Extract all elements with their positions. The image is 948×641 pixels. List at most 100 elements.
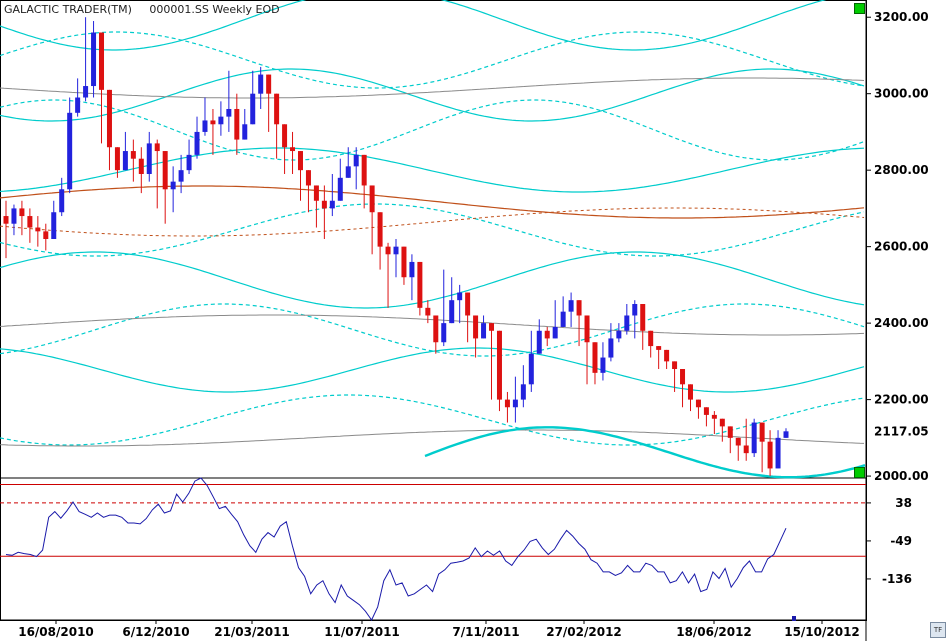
candle-body — [83, 86, 89, 98]
osc-tick-label: 38 — [895, 496, 912, 510]
candle-body — [59, 189, 65, 213]
candle-body — [385, 246, 391, 255]
candle-body — [19, 208, 25, 217]
candle-body — [568, 300, 574, 312]
time-tick-label: 15/10/2012 — [784, 625, 860, 639]
candle-body — [130, 151, 136, 159]
gray-cycle-line — [0, 77, 865, 99]
candle-body — [345, 166, 351, 178]
candle-body — [576, 300, 582, 316]
candle-body — [35, 227, 41, 232]
price-tick-label: 2000.00 — [874, 469, 929, 483]
candle-body — [727, 426, 733, 438]
candle-body — [504, 399, 510, 408]
candle-body — [401, 246, 407, 278]
last-price-label: 2117.05 — [874, 424, 929, 438]
cycle-line — [0, 394, 865, 446]
cycle-line — [0, 31, 865, 89]
candle-body — [393, 246, 399, 255]
candle-body — [409, 261, 415, 278]
candle-body — [711, 414, 717, 419]
time-tick-label: 18/06/2012 — [676, 625, 752, 639]
scale-handle-bottom[interactable] — [854, 467, 865, 478]
candle-body — [43, 231, 49, 239]
price-tick-label: 3200.00 — [874, 10, 929, 24]
price-tick-label: 2600.00 — [874, 240, 929, 254]
candle-body — [680, 369, 686, 385]
candle-body — [584, 315, 590, 343]
candle-body — [783, 431, 789, 438]
candle-body — [457, 292, 463, 301]
candle-body — [481, 323, 487, 339]
candle-body — [536, 330, 542, 354]
cycle-line — [0, 99, 865, 161]
cycle-line — [0, 303, 865, 357]
candle-body — [664, 349, 670, 362]
candle-body — [449, 300, 455, 324]
candle-body — [759, 422, 765, 442]
symbol-info: 000001.SS Weekly EOD — [149, 3, 280, 16]
candle-body — [687, 384, 693, 400]
candle-body — [520, 384, 526, 400]
candle-body — [51, 212, 57, 239]
candle-body — [473, 315, 479, 339]
cycle-line — [0, 347, 865, 393]
candle-body — [441, 323, 447, 343]
candle-body — [337, 177, 343, 201]
candle-body — [226, 108, 232, 117]
cycle-line-bold — [424, 426, 866, 479]
candle-body — [608, 338, 614, 358]
candle-body — [552, 326, 558, 339]
price-tick-label: 2800.00 — [874, 163, 929, 177]
plot-frame — [0, 0, 867, 621]
candle-body — [616, 330, 622, 339]
candle-body — [544, 330, 550, 339]
candle-body — [154, 143, 160, 152]
candle-body — [91, 32, 97, 87]
candle-body — [218, 116, 224, 125]
candle-body — [703, 407, 709, 415]
app-title: GALACTIC TRADER(TM) — [4, 3, 132, 16]
candle-body — [258, 74, 264, 94]
time-tick-label: 21/03/2011 — [214, 625, 290, 639]
candle-body — [600, 357, 606, 373]
candle-body — [297, 151, 303, 171]
candle-body — [377, 212, 383, 247]
candle-body — [624, 315, 630, 331]
candle-body — [433, 315, 439, 343]
candle-body — [170, 181, 176, 190]
candle-body — [425, 307, 431, 316]
cycle-line — [0, 203, 865, 257]
candle-body — [3, 216, 9, 224]
candle-body — [234, 108, 240, 140]
scale-handle-top[interactable] — [854, 3, 865, 14]
candle-body — [210, 120, 216, 125]
candle-body — [186, 154, 192, 171]
candle-body — [274, 93, 280, 125]
timeframe-button[interactable]: TF — [930, 622, 946, 638]
candle-body — [361, 154, 367, 186]
candle-body — [162, 151, 168, 190]
candle-body — [775, 437, 781, 469]
candle-body — [266, 74, 272, 94]
price-tick-label: 2400.00 — [874, 316, 929, 330]
candle-body — [640, 304, 646, 331]
candle-body — [321, 200, 327, 209]
price-tick-label: 3000.00 — [874, 87, 929, 101]
candle-body — [369, 185, 375, 213]
candle-body — [202, 120, 208, 132]
candle-body — [672, 361, 678, 370]
candle-body — [194, 131, 200, 155]
candle-body — [122, 151, 128, 171]
candle-body — [242, 124, 248, 140]
gray-cycle-line — [0, 314, 865, 336]
candle-body — [719, 418, 725, 427]
candle-body — [99, 32, 105, 90]
brown-cycle-line — [0, 207, 865, 237]
candle-body — [560, 311, 566, 327]
cycle-line — [0, 147, 865, 193]
candle-body — [67, 112, 73, 190]
gray-cycle-line — [0, 429, 865, 447]
candle-body — [75, 97, 81, 113]
candle-body — [250, 93, 256, 125]
